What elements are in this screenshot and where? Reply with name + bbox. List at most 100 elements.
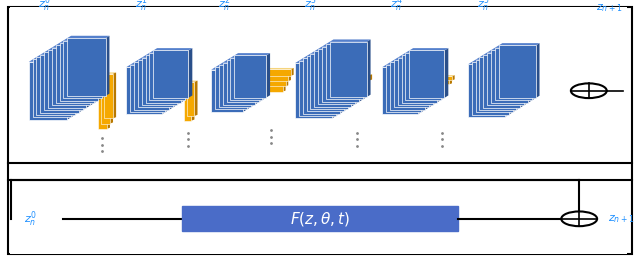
Bar bbox=[259, 85, 283, 92]
Polygon shape bbox=[479, 55, 520, 57]
Text: $z_n^{5}$: $z_n^{5}$ bbox=[477, 0, 490, 14]
Polygon shape bbox=[187, 80, 198, 82]
Polygon shape bbox=[437, 53, 441, 103]
Bar bbox=[390, 62, 426, 110]
Text: $z_n^0$: $z_n^0$ bbox=[24, 209, 37, 229]
Bar bbox=[483, 55, 520, 108]
Bar bbox=[472, 62, 509, 115]
Bar bbox=[104, 74, 113, 118]
Polygon shape bbox=[90, 45, 94, 105]
Polygon shape bbox=[314, 49, 355, 51]
Polygon shape bbox=[211, 67, 247, 70]
Polygon shape bbox=[322, 44, 363, 47]
Bar bbox=[150, 53, 185, 100]
Polygon shape bbox=[261, 78, 288, 79]
Polygon shape bbox=[491, 48, 532, 50]
Bar bbox=[154, 50, 189, 98]
Polygon shape bbox=[86, 48, 90, 108]
Polygon shape bbox=[516, 55, 520, 110]
Polygon shape bbox=[219, 63, 255, 65]
Polygon shape bbox=[332, 61, 336, 118]
Polygon shape bbox=[79, 52, 83, 113]
Polygon shape bbox=[127, 65, 165, 67]
Bar bbox=[350, 75, 369, 80]
Polygon shape bbox=[181, 53, 185, 103]
Polygon shape bbox=[330, 39, 371, 42]
Bar bbox=[10, 7, 627, 163]
Polygon shape bbox=[532, 45, 536, 100]
Bar bbox=[479, 57, 516, 110]
Polygon shape bbox=[476, 57, 516, 60]
Bar bbox=[402, 55, 437, 103]
Bar bbox=[10, 164, 630, 180]
Polygon shape bbox=[161, 65, 165, 114]
Bar bbox=[314, 51, 351, 107]
Polygon shape bbox=[113, 73, 116, 118]
Bar bbox=[142, 58, 177, 105]
Polygon shape bbox=[307, 54, 348, 56]
Polygon shape bbox=[326, 42, 367, 44]
Polygon shape bbox=[154, 48, 193, 50]
Bar bbox=[36, 57, 75, 115]
Bar bbox=[219, 65, 251, 107]
Bar bbox=[127, 67, 161, 114]
Polygon shape bbox=[367, 79, 369, 85]
Polygon shape bbox=[107, 83, 110, 129]
Text: $z_n^{0}$: $z_n^{0}$ bbox=[38, 0, 51, 14]
Polygon shape bbox=[383, 65, 422, 67]
Polygon shape bbox=[146, 53, 185, 55]
Polygon shape bbox=[138, 58, 177, 60]
Bar bbox=[330, 42, 367, 97]
Polygon shape bbox=[189, 48, 193, 98]
Polygon shape bbox=[449, 79, 452, 84]
Polygon shape bbox=[398, 55, 437, 58]
Bar bbox=[295, 63, 332, 118]
Bar bbox=[310, 54, 348, 109]
Polygon shape bbox=[394, 58, 433, 60]
Polygon shape bbox=[536, 43, 540, 98]
Bar bbox=[322, 47, 359, 102]
Bar bbox=[326, 44, 363, 99]
Text: $z_{n+1}$: $z_{n+1}$ bbox=[608, 213, 635, 225]
Polygon shape bbox=[101, 78, 113, 79]
Polygon shape bbox=[350, 74, 372, 75]
Polygon shape bbox=[142, 55, 181, 58]
Bar bbox=[398, 58, 433, 105]
Polygon shape bbox=[48, 48, 90, 50]
Bar bbox=[60, 43, 98, 101]
Polygon shape bbox=[67, 36, 109, 38]
Polygon shape bbox=[60, 41, 102, 43]
Polygon shape bbox=[36, 55, 79, 57]
Polygon shape bbox=[441, 50, 445, 100]
Polygon shape bbox=[264, 73, 291, 74]
Bar bbox=[299, 61, 336, 116]
Bar bbox=[33, 59, 71, 117]
Bar bbox=[434, 80, 449, 84]
Polygon shape bbox=[110, 78, 113, 124]
Polygon shape bbox=[169, 60, 173, 110]
Polygon shape bbox=[285, 78, 288, 86]
Text: $z_n^{3}$: $z_n^{3}$ bbox=[304, 0, 317, 14]
Bar bbox=[223, 63, 255, 105]
Polygon shape bbox=[106, 36, 109, 96]
Polygon shape bbox=[355, 47, 359, 104]
Bar bbox=[499, 45, 536, 98]
Bar bbox=[383, 67, 418, 114]
Polygon shape bbox=[223, 60, 259, 63]
Bar bbox=[487, 53, 524, 105]
Bar bbox=[264, 74, 288, 81]
Polygon shape bbox=[215, 65, 251, 67]
Polygon shape bbox=[499, 43, 540, 45]
Polygon shape bbox=[528, 48, 532, 103]
Polygon shape bbox=[340, 56, 344, 114]
Bar bbox=[146, 55, 181, 103]
Polygon shape bbox=[310, 51, 351, 54]
Bar bbox=[40, 55, 79, 113]
Polygon shape bbox=[177, 55, 181, 105]
Polygon shape bbox=[251, 63, 255, 107]
Text: $z_{n+1}$: $z_{n+1}$ bbox=[596, 3, 623, 14]
Polygon shape bbox=[336, 58, 340, 116]
Polygon shape bbox=[165, 62, 169, 112]
Bar bbox=[184, 87, 191, 121]
Polygon shape bbox=[150, 50, 189, 53]
